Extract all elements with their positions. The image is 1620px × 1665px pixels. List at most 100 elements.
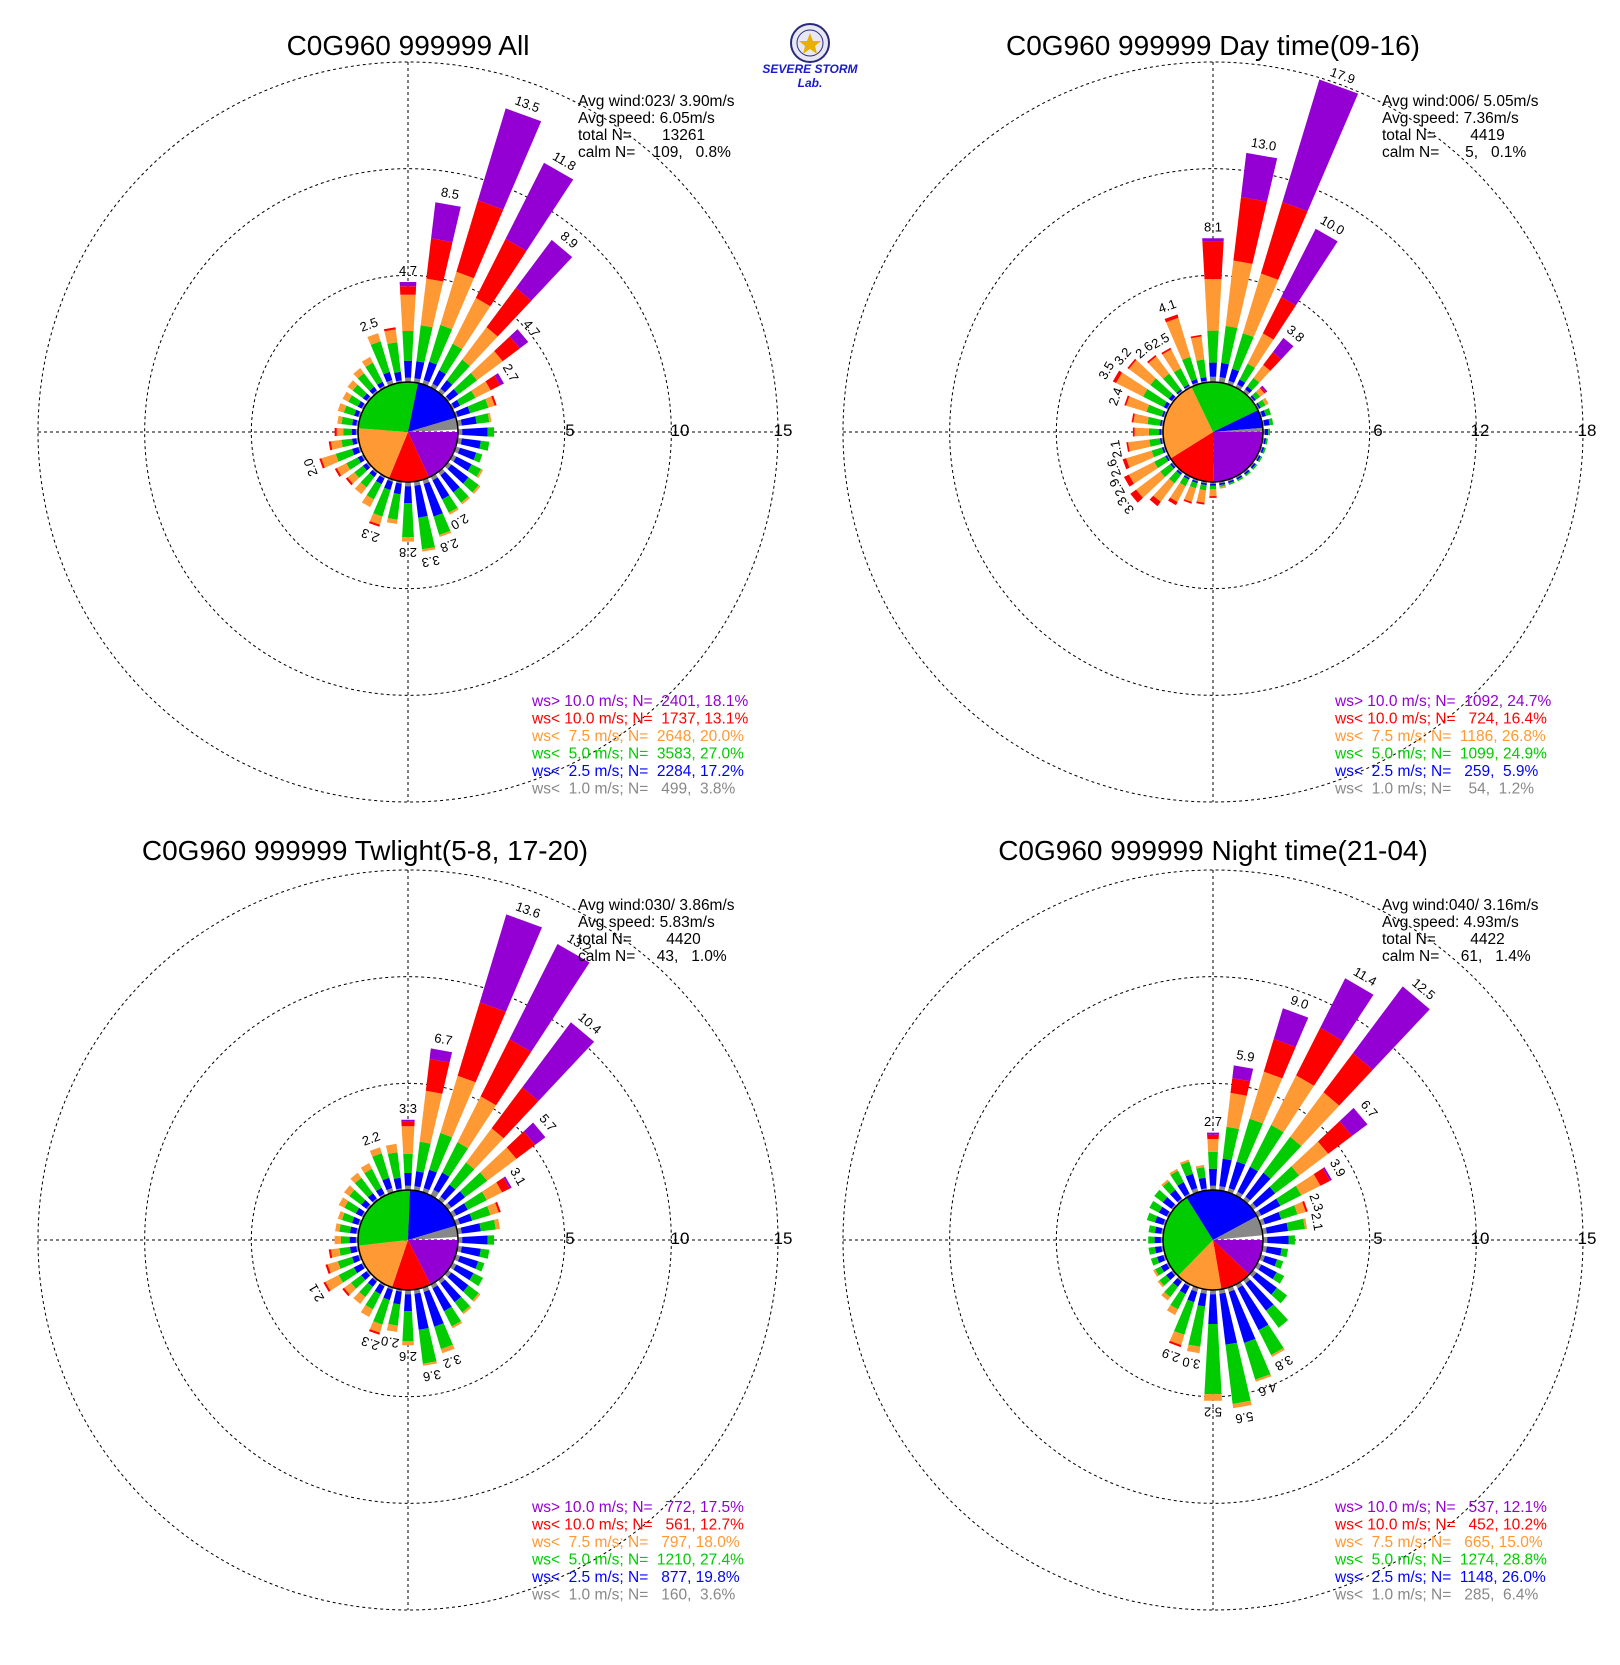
bar-segment <box>352 419 358 426</box>
bar-segment <box>425 1059 450 1094</box>
bar-segment <box>1262 1211 1282 1225</box>
panel-title: C0G960 999999 All <box>287 30 530 61</box>
bar-segment <box>1202 241 1224 280</box>
bar-segment <box>457 1002 506 1083</box>
bar-segment <box>379 385 386 391</box>
bar-segment <box>353 1292 366 1304</box>
pie-slice <box>408 1225 458 1240</box>
bar-segment <box>1274 1259 1284 1269</box>
bar-segment <box>335 448 355 462</box>
bar-segment <box>1174 1299 1195 1335</box>
bar-segment <box>366 462 372 468</box>
peak-value-label: 3.1 <box>507 1165 529 1188</box>
bar-segment <box>1154 1236 1161 1244</box>
bar-segment <box>372 1153 390 1181</box>
bar-segment <box>487 1235 495 1245</box>
bar-segment <box>1209 376 1217 383</box>
bar-segment <box>393 1290 402 1305</box>
bar-segment <box>357 401 365 409</box>
legend-entry: ws> 10.0 m/s; N= 2401, 18.1% <box>531 693 748 710</box>
bar-segment <box>352 438 358 445</box>
bar-segment <box>469 1206 491 1221</box>
pie-slice <box>392 1240 431 1291</box>
bar-segment <box>361 356 373 367</box>
bar-segment <box>372 1198 378 1204</box>
bar-segment <box>1180 1161 1193 1177</box>
bar-segment <box>1209 362 1217 377</box>
bar-segment <box>414 1171 424 1188</box>
bar-segment <box>1154 1216 1166 1225</box>
bar-segment <box>1303 1218 1308 1229</box>
peak-value-label: 6.7 <box>433 1030 453 1048</box>
bar-segment <box>462 427 488 437</box>
bar-segment <box>403 1153 413 1173</box>
bar-segment <box>351 428 356 436</box>
bar-segment <box>447 464 469 484</box>
bar-segment <box>353 368 364 379</box>
peak-value-label: 2.0 <box>300 456 320 478</box>
bar-segment <box>1226 1092 1247 1129</box>
pie-slice <box>1213 432 1263 482</box>
peak-value-label: 4.1 <box>1156 296 1178 316</box>
bar-segment <box>343 428 352 436</box>
bar-segment <box>344 1282 356 1295</box>
bar-segment <box>1196 1167 1206 1179</box>
bar-segment <box>457 1255 479 1269</box>
bar-segment <box>449 454 457 462</box>
bar-segment <box>1198 1177 1207 1190</box>
bar-segment <box>379 1193 386 1199</box>
bar-segment <box>359 1282 373 1298</box>
bar-segment <box>347 472 360 484</box>
bar-segment <box>1228 1289 1256 1343</box>
peak-value-label: 2.1 <box>1308 1211 1326 1231</box>
bar-segment <box>383 371 393 383</box>
bar-segment <box>1288 1235 1295 1245</box>
bar-segment <box>334 1235 341 1245</box>
bar-segment <box>457 1213 473 1225</box>
bar-segment <box>464 1191 487 1210</box>
bar-segment <box>1261 385 1268 393</box>
bar-segment <box>1122 458 1130 470</box>
legend-entry: ws< 2.5 m/s; N= 877, 19.8% <box>531 1569 740 1586</box>
bar-segment <box>449 1210 457 1218</box>
bar-segment <box>440 1075 476 1138</box>
peak-value-label: 2.4 <box>1105 385 1125 407</box>
ring-label: 10 <box>671 421 690 440</box>
bar-segment <box>432 370 446 387</box>
bar-segment <box>1263 438 1267 445</box>
bar-segment <box>338 1267 358 1283</box>
ring-label: 5 <box>565 421 574 440</box>
peak-value-label: 13.6 <box>514 899 543 922</box>
bar-segment <box>1210 1289 1216 1295</box>
bar-segment <box>404 486 412 504</box>
pie-outline <box>357 381 459 483</box>
bar-segment <box>1260 410 1266 417</box>
bar-segment <box>1225 1342 1251 1404</box>
bar-segment <box>372 1276 378 1282</box>
pie-outline <box>357 1189 459 1291</box>
bar-segment <box>485 375 501 391</box>
bar-segment <box>339 1224 351 1234</box>
bar-segment <box>416 325 433 363</box>
bar-segment <box>1177 1198 1183 1204</box>
bar-segment <box>1282 79 1359 212</box>
legend-entry: ws< 7.5 m/s; N= 2648, 20.0% <box>531 728 744 745</box>
bar-segment <box>485 396 495 408</box>
pie-slice <box>1191 381 1258 432</box>
bar-segment <box>1154 1246 1163 1254</box>
ring-label: 15 <box>774 1229 793 1248</box>
peak-value-label: 2.5 <box>358 314 380 334</box>
bar-segment <box>366 1270 372 1276</box>
bar-segment <box>1166 1271 1175 1281</box>
bar-segment <box>352 447 361 456</box>
bar-segment <box>361 1271 370 1281</box>
bar-segment <box>1154 456 1169 469</box>
bar-segment <box>1249 462 1255 468</box>
bar-segment <box>1219 482 1226 486</box>
bar-segment <box>1123 474 1134 487</box>
stats-line: Avg wind:040/ 3.16m/s <box>1382 897 1539 914</box>
bar-segment <box>1243 1276 1251 1284</box>
bar-segment <box>491 1087 539 1139</box>
bar-segment <box>336 463 351 476</box>
